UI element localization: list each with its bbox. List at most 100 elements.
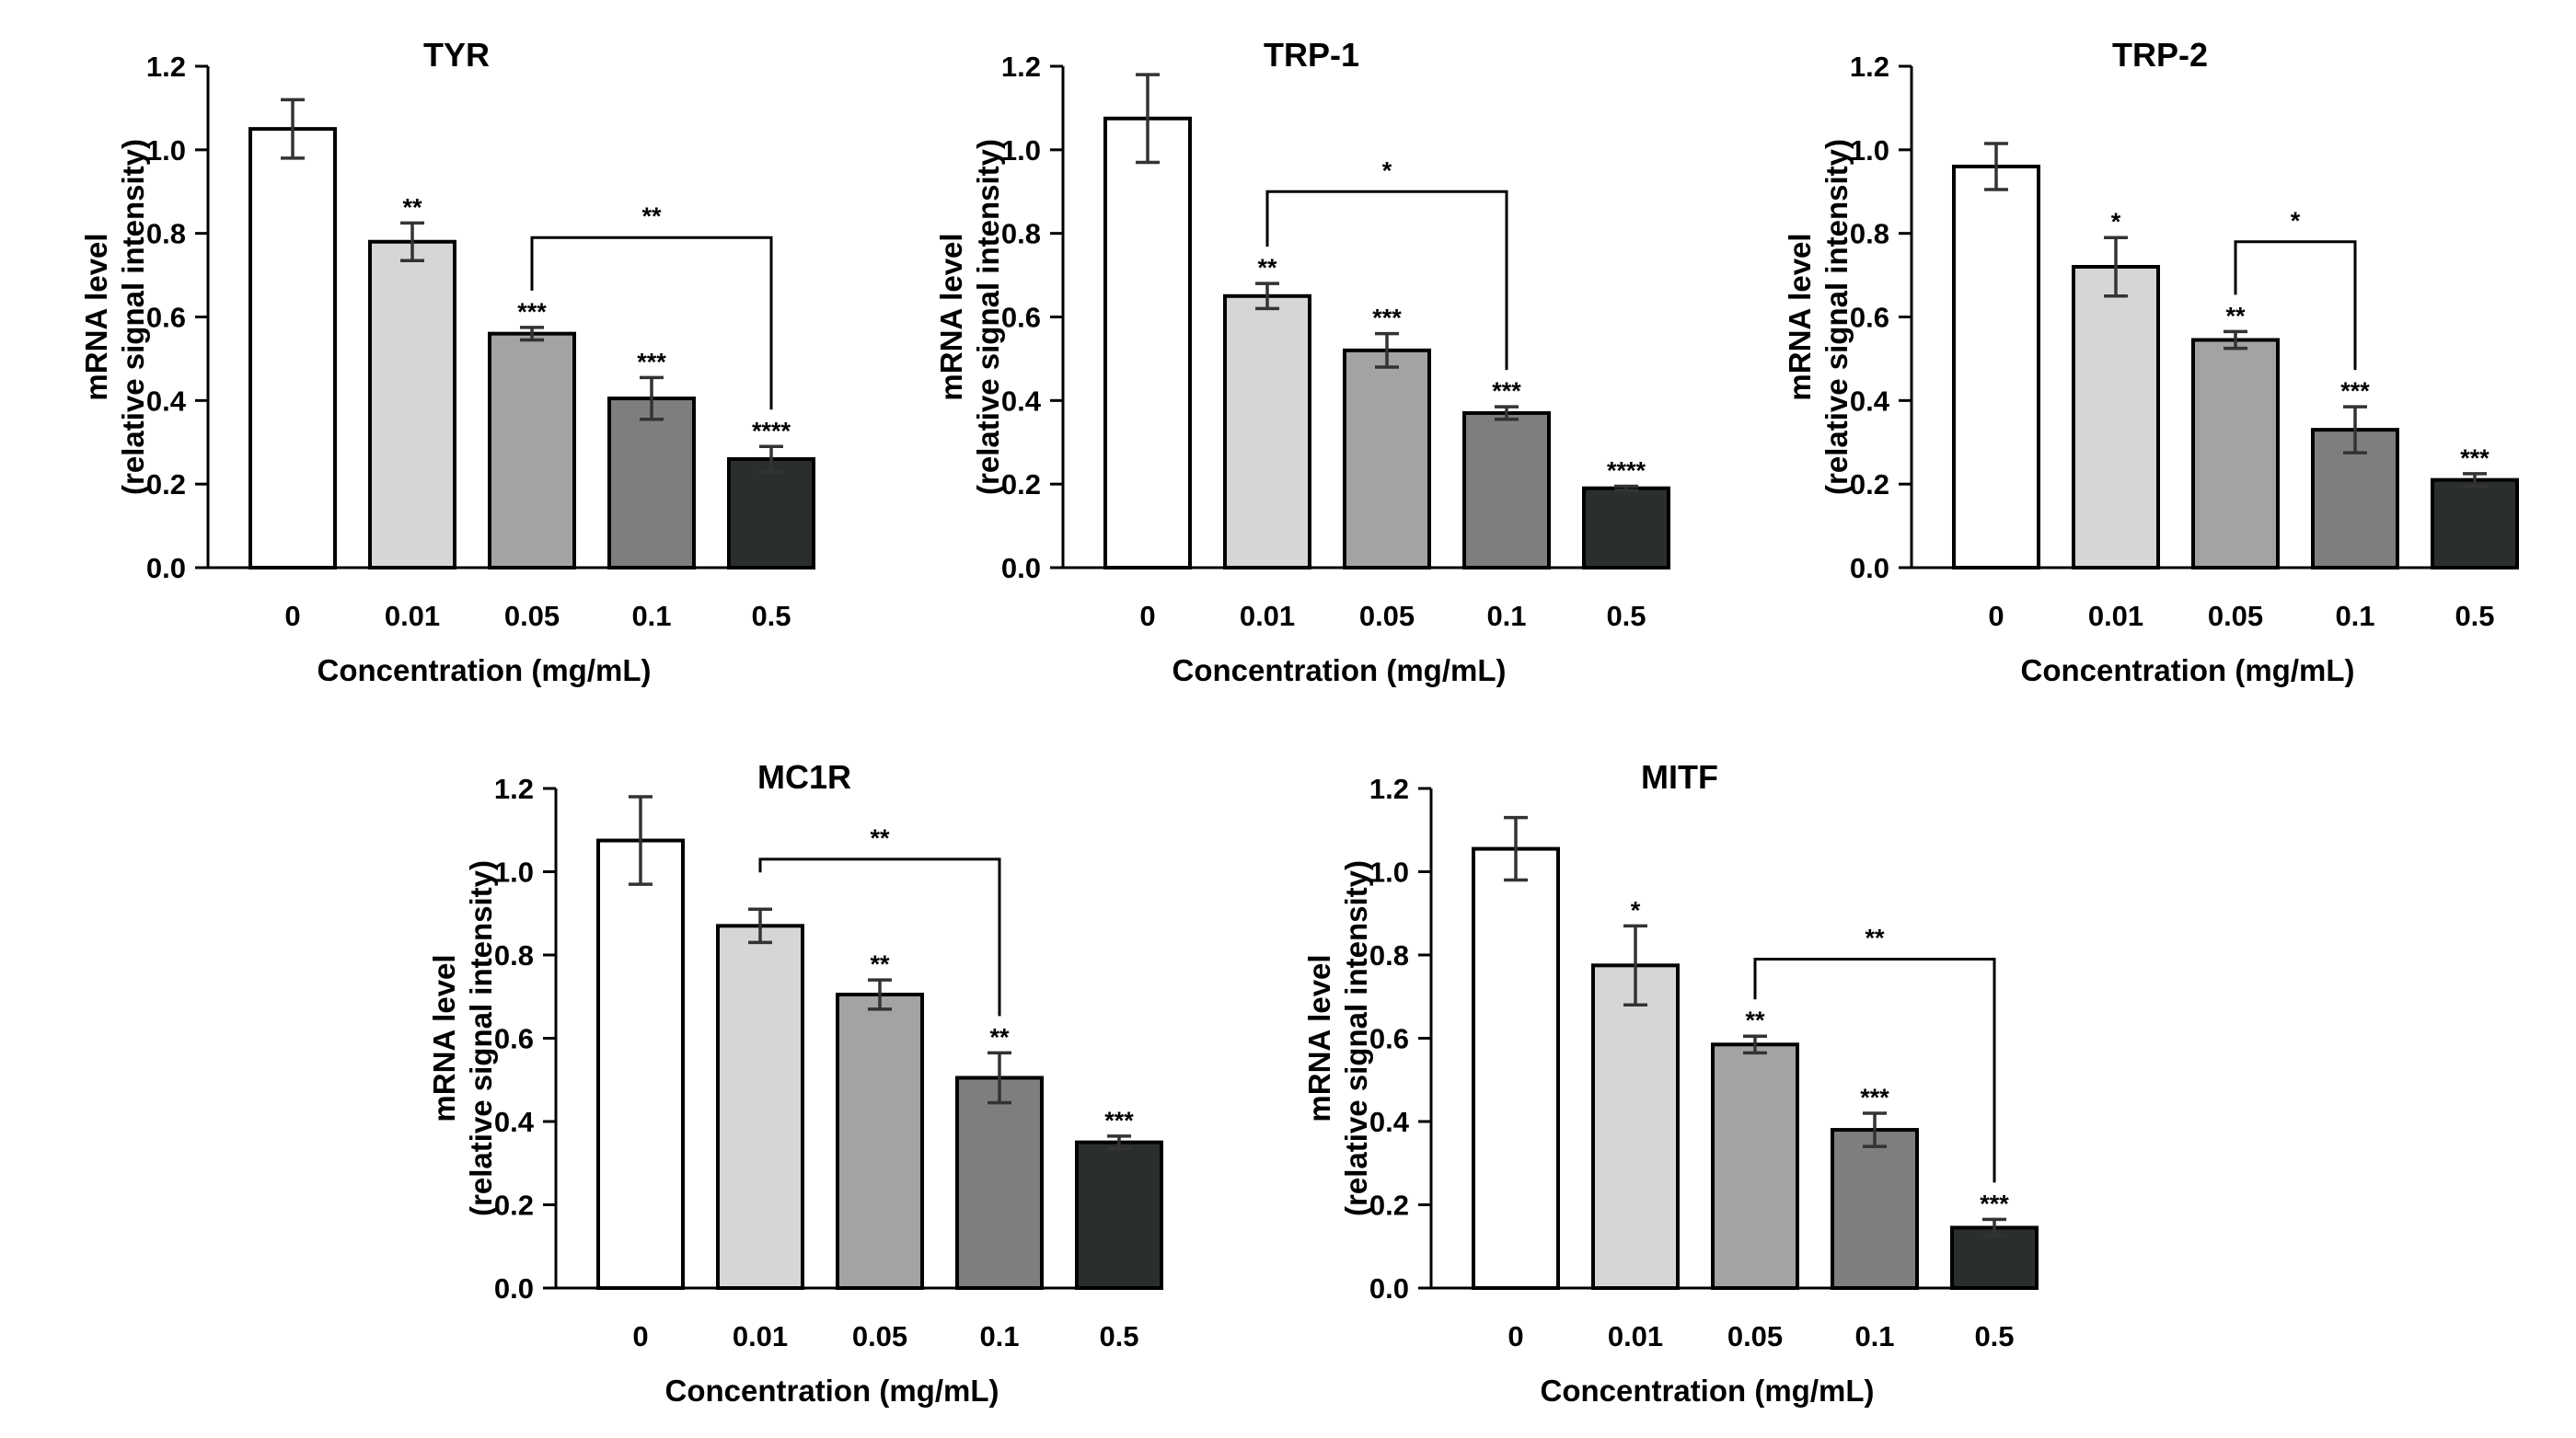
y-tick-label: 0.0 [1850, 552, 1889, 584]
x-tick-label: 0.05 [1727, 1320, 1783, 1352]
x-tick-label: 0.1 [1854, 1320, 1894, 1352]
x-axis-label: Concentration (mg/mL) [1172, 653, 1507, 687]
y-tick-label: 0.6 [1369, 1023, 1409, 1055]
y-tick-label: 0.8 [494, 939, 534, 972]
significance-label: ** [402, 193, 422, 221]
y-tick-label: 0.2 [146, 468, 186, 500]
x-tick-label: 0.1 [631, 600, 671, 632]
bar-0.1 [607, 397, 696, 569]
y-tick-label: 0.2 [1001, 468, 1041, 500]
chart-title: MITF [1641, 758, 1718, 796]
significance-label: **** [752, 417, 791, 444]
y-axis-label-units: (relative signal intensity) [1339, 860, 1373, 1216]
bar-0.05 [1711, 1042, 1799, 1290]
y-tick-label: 0.2 [1850, 468, 1889, 500]
bar-0.01 [2072, 265, 2160, 569]
chart-title: TYR [423, 36, 490, 74]
y-tick-label: 1.0 [1369, 857, 1409, 889]
y-tick-label: 0.8 [1369, 939, 1409, 972]
x-tick-label: 0.01 [2088, 600, 2143, 632]
error-bar [1107, 1134, 1131, 1151]
x-tick-label: 0.01 [385, 600, 440, 632]
error-bar [1982, 1217, 2006, 1238]
error-bar [868, 978, 892, 1011]
bracket-significance-label: * [2291, 207, 2301, 235]
chart-trp-2: TRP-2 0.0 0.2 0.4 0.6 0.8 1.0 1.2 mRNA level (rel… [1783, 36, 2519, 687]
y-tick-label: 1.2 [146, 51, 186, 83]
x-tick-label: 0 [284, 600, 300, 632]
bar-0.01 [1223, 293, 1311, 569]
error-bar [1984, 142, 2008, 191]
x-tick-label: 0.05 [2208, 600, 2263, 632]
error-bar [2343, 405, 2367, 454]
x-tick-label: 0.5 [1606, 600, 1646, 632]
bracket-significance-label: ** [1865, 925, 1885, 952]
bracket-significance-label: ** [870, 824, 890, 852]
bar-0.05 [488, 331, 576, 569]
error-bar [400, 221, 424, 262]
significance-label: *** [1980, 1190, 2009, 1217]
significance-label: *** [1372, 305, 1402, 332]
error-bar [2104, 236, 2128, 298]
x-tick-label: 0.1 [2335, 600, 2374, 632]
y-tick-label: 1.2 [494, 773, 534, 805]
x-tick-label: 0.01 [733, 1320, 788, 1352]
y-tick-label: 1.2 [1850, 51, 1889, 83]
y-tick-label: 0.6 [146, 302, 186, 334]
x-tick-label: 0 [1139, 600, 1155, 632]
y-tick-label: 0.8 [1001, 218, 1041, 250]
y-tick-label: 1.0 [1001, 134, 1041, 167]
bar-0 [1952, 165, 2040, 569]
bar-0 [1472, 846, 1560, 1290]
y-tick-label: 0.6 [1850, 302, 1889, 334]
y-axis-label-units: (relative signal intensity) [116, 139, 150, 495]
y-axis-label: mRNA level [79, 233, 113, 400]
significance-label: *** [517, 298, 547, 326]
y-tick-label: 0.4 [1001, 385, 1042, 417]
chart-trp-1: TRP-1 0.0 0.2 0.4 0.6 0.8 1.0 1.2 mRNA level (rel… [934, 36, 1670, 687]
y-tick-label: 0.4 [146, 385, 187, 417]
error-bar [1255, 282, 1279, 311]
y-axis-label: mRNA level [1302, 954, 1336, 1122]
significance-label: **** [1607, 456, 1646, 484]
y-tick-label: 0.8 [146, 218, 186, 250]
y-tick-label: 1.0 [1850, 134, 1889, 167]
y-tick-label: 0.2 [494, 1190, 534, 1222]
error-bar [1623, 924, 1647, 1007]
x-axis-label: Concentration (mg/mL) [318, 653, 652, 687]
bar-0.01 [1591, 963, 1680, 1290]
bar-0.1 [1462, 410, 1551, 570]
bar-0.5 [1075, 1140, 1163, 1290]
significance-label: ** [989, 1023, 1010, 1051]
y-tick-label: 0.6 [494, 1023, 534, 1055]
x-tick-label: 0.05 [504, 600, 560, 632]
y-tick-label: 0.0 [146, 552, 186, 584]
y-tick-label: 0.4 [1369, 1106, 1410, 1138]
chart-title: MC1R [757, 758, 851, 796]
y-tick-label: 0.4 [494, 1106, 535, 1138]
y-tick-label: 0.8 [1850, 218, 1889, 250]
bar-0.01 [368, 239, 456, 569]
x-tick-label: 0 [1988, 600, 2004, 632]
bar-0.05 [2191, 338, 2280, 569]
error-bar [281, 98, 305, 160]
x-axis-label: Concentration (mg/mL) [2021, 653, 2355, 687]
significance-bracket [1753, 958, 1996, 1183]
y-tick-label: 0.0 [494, 1272, 534, 1305]
significance-bracket [758, 857, 1001, 1017]
x-axis-label: Concentration (mg/mL) [1541, 1374, 1875, 1408]
chart-title: TRP-2 [2112, 36, 2208, 74]
error-bar [1504, 815, 1528, 882]
y-axis-label: mRNA level [1783, 233, 1817, 400]
error-bar [1743, 1034, 1767, 1055]
bar-0 [596, 838, 685, 1290]
bar-0 [248, 127, 337, 569]
error-bar [748, 907, 772, 945]
significance-label: ** [2225, 302, 2246, 329]
error-bar [520, 326, 544, 342]
x-tick-label: 0.5 [2455, 600, 2494, 632]
y-tick-label: 0.4 [1850, 385, 1890, 417]
significance-label: *** [637, 348, 666, 375]
x-tick-label: 0 [1507, 1320, 1523, 1352]
